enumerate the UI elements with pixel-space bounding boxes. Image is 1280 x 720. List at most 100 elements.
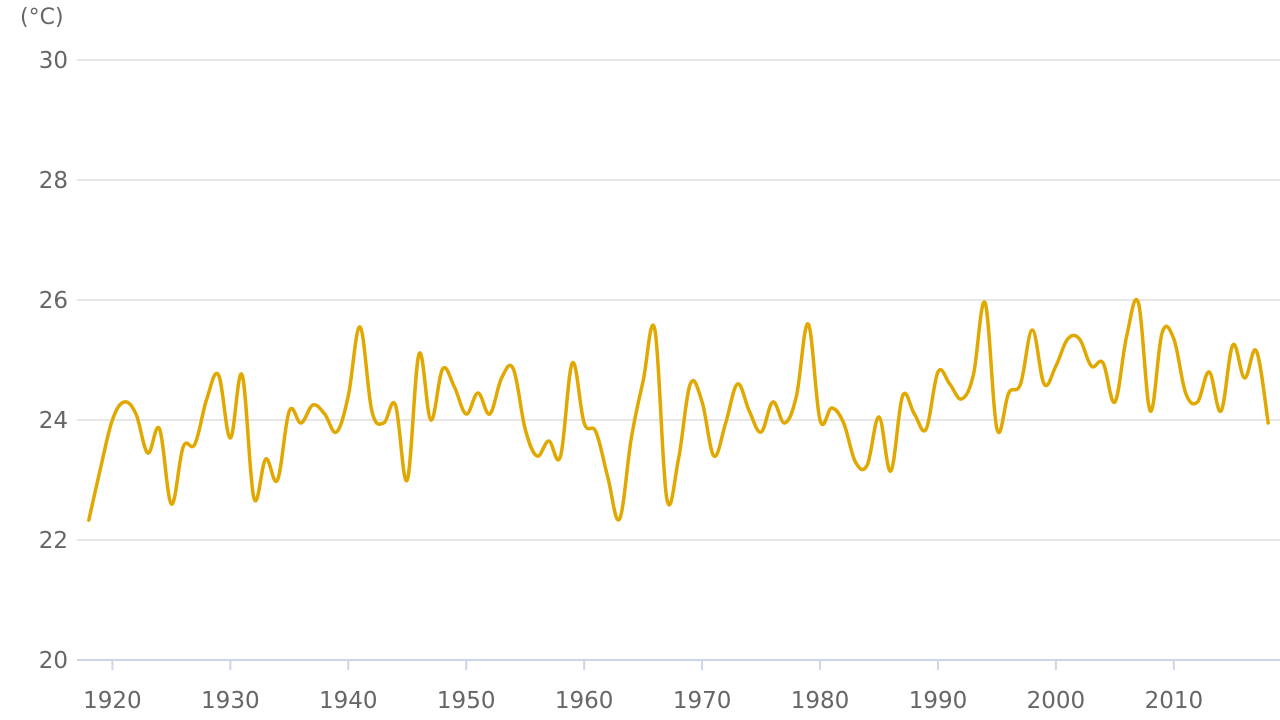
data-point[interactable]	[558, 453, 564, 459]
data-point[interactable]	[605, 474, 611, 480]
data-point[interactable]	[652, 327, 658, 333]
data-point[interactable]	[168, 501, 174, 507]
data-point[interactable]	[746, 408, 752, 414]
data-point[interactable]	[109, 417, 115, 423]
data-point[interactable]	[1029, 327, 1035, 333]
data-point[interactable]	[1041, 381, 1047, 387]
data-point[interactable]	[510, 366, 516, 372]
data-point[interactable]	[782, 420, 788, 426]
data-point[interactable]	[1183, 390, 1189, 396]
data-point[interactable]	[911, 411, 917, 417]
data-point[interactable]	[734, 381, 740, 387]
data-point[interactable]	[1265, 420, 1271, 426]
data-point[interactable]	[1124, 333, 1130, 339]
data-point[interactable]	[723, 420, 729, 426]
data-point[interactable]	[145, 450, 151, 456]
data-point[interactable]	[947, 381, 953, 387]
data-point[interactable]	[1088, 363, 1094, 369]
data-point[interactable]	[1218, 408, 1224, 414]
data-point[interactable]	[357, 324, 363, 330]
data-point[interactable]	[970, 372, 976, 378]
data-point[interactable]	[852, 459, 858, 465]
data-point[interactable]	[275, 477, 281, 483]
data-point[interactable]	[121, 399, 127, 405]
data-point[interactable]	[687, 381, 693, 387]
data-point[interactable]	[369, 408, 375, 414]
data-point[interactable]	[711, 453, 717, 459]
data-point[interactable]	[157, 426, 163, 432]
data-point[interactable]	[829, 405, 835, 411]
data-point[interactable]	[404, 477, 410, 483]
data-point[interactable]	[923, 426, 929, 432]
data-point[interactable]	[935, 369, 941, 375]
data-point[interactable]	[180, 444, 186, 450]
data-point[interactable]	[664, 495, 670, 501]
data-point[interactable]	[1194, 399, 1200, 405]
data-point[interactable]	[345, 393, 351, 399]
data-point[interactable]	[475, 390, 481, 396]
data-point[interactable]	[900, 393, 906, 399]
data-point[interactable]	[251, 495, 257, 501]
data-point[interactable]	[333, 429, 339, 435]
data-point[interactable]	[1242, 375, 1248, 381]
data-point[interactable]	[204, 396, 210, 402]
data-point[interactable]	[817, 417, 823, 423]
data-point[interactable]	[1077, 336, 1083, 342]
data-point[interactable]	[263, 456, 269, 462]
data-point[interactable]	[1147, 408, 1153, 414]
data-point[interactable]	[522, 426, 528, 432]
data-point[interactable]	[416, 351, 422, 357]
data-point[interactable]	[1206, 369, 1212, 375]
data-point[interactable]	[770, 399, 776, 405]
data-point[interactable]	[487, 411, 493, 417]
data-point[interactable]	[1171, 336, 1177, 342]
data-point[interactable]	[322, 411, 328, 417]
data-point[interactable]	[1135, 300, 1141, 306]
data-point[interactable]	[463, 411, 469, 417]
data-point[interactable]	[1112, 399, 1118, 405]
data-point[interactable]	[381, 420, 387, 426]
data-point[interactable]	[227, 435, 233, 441]
data-point[interactable]	[1053, 363, 1059, 369]
data-point[interactable]	[1253, 348, 1259, 354]
data-point[interactable]	[793, 393, 799, 399]
data-point[interactable]	[192, 441, 198, 447]
data-point[interactable]	[1006, 390, 1012, 396]
data-point[interactable]	[1159, 330, 1165, 336]
data-point[interactable]	[1018, 381, 1024, 387]
data-point[interactable]	[1230, 342, 1236, 348]
data-point[interactable]	[98, 465, 104, 471]
data-point[interactable]	[86, 517, 92, 523]
data-point[interactable]	[628, 435, 634, 441]
data-point[interactable]	[617, 516, 623, 522]
data-point[interactable]	[982, 300, 988, 306]
data-point[interactable]	[888, 468, 894, 474]
data-point[interactable]	[864, 462, 870, 468]
data-point[interactable]	[546, 438, 552, 444]
data-point[interactable]	[428, 417, 434, 423]
data-point[interactable]	[1065, 336, 1071, 342]
data-point[interactable]	[534, 453, 540, 459]
data-point[interactable]	[286, 408, 292, 414]
data-point[interactable]	[440, 366, 446, 372]
data-point[interactable]	[959, 396, 965, 402]
data-point[interactable]	[876, 414, 882, 420]
data-point[interactable]	[758, 429, 764, 435]
data-point[interactable]	[805, 321, 811, 327]
data-point[interactable]	[392, 402, 398, 408]
data-point[interactable]	[239, 372, 245, 378]
data-point[interactable]	[216, 372, 222, 378]
data-point[interactable]	[699, 399, 705, 405]
data-point[interactable]	[581, 420, 587, 426]
data-point[interactable]	[133, 411, 139, 417]
data-point[interactable]	[451, 384, 457, 390]
data-point[interactable]	[676, 456, 682, 462]
data-point[interactable]	[499, 375, 505, 381]
data-point[interactable]	[841, 420, 847, 426]
data-point[interactable]	[994, 426, 1000, 432]
data-point[interactable]	[310, 402, 316, 408]
data-point[interactable]	[1100, 360, 1106, 366]
data-point[interactable]	[593, 429, 599, 435]
data-point[interactable]	[569, 360, 575, 366]
data-point[interactable]	[298, 420, 304, 426]
